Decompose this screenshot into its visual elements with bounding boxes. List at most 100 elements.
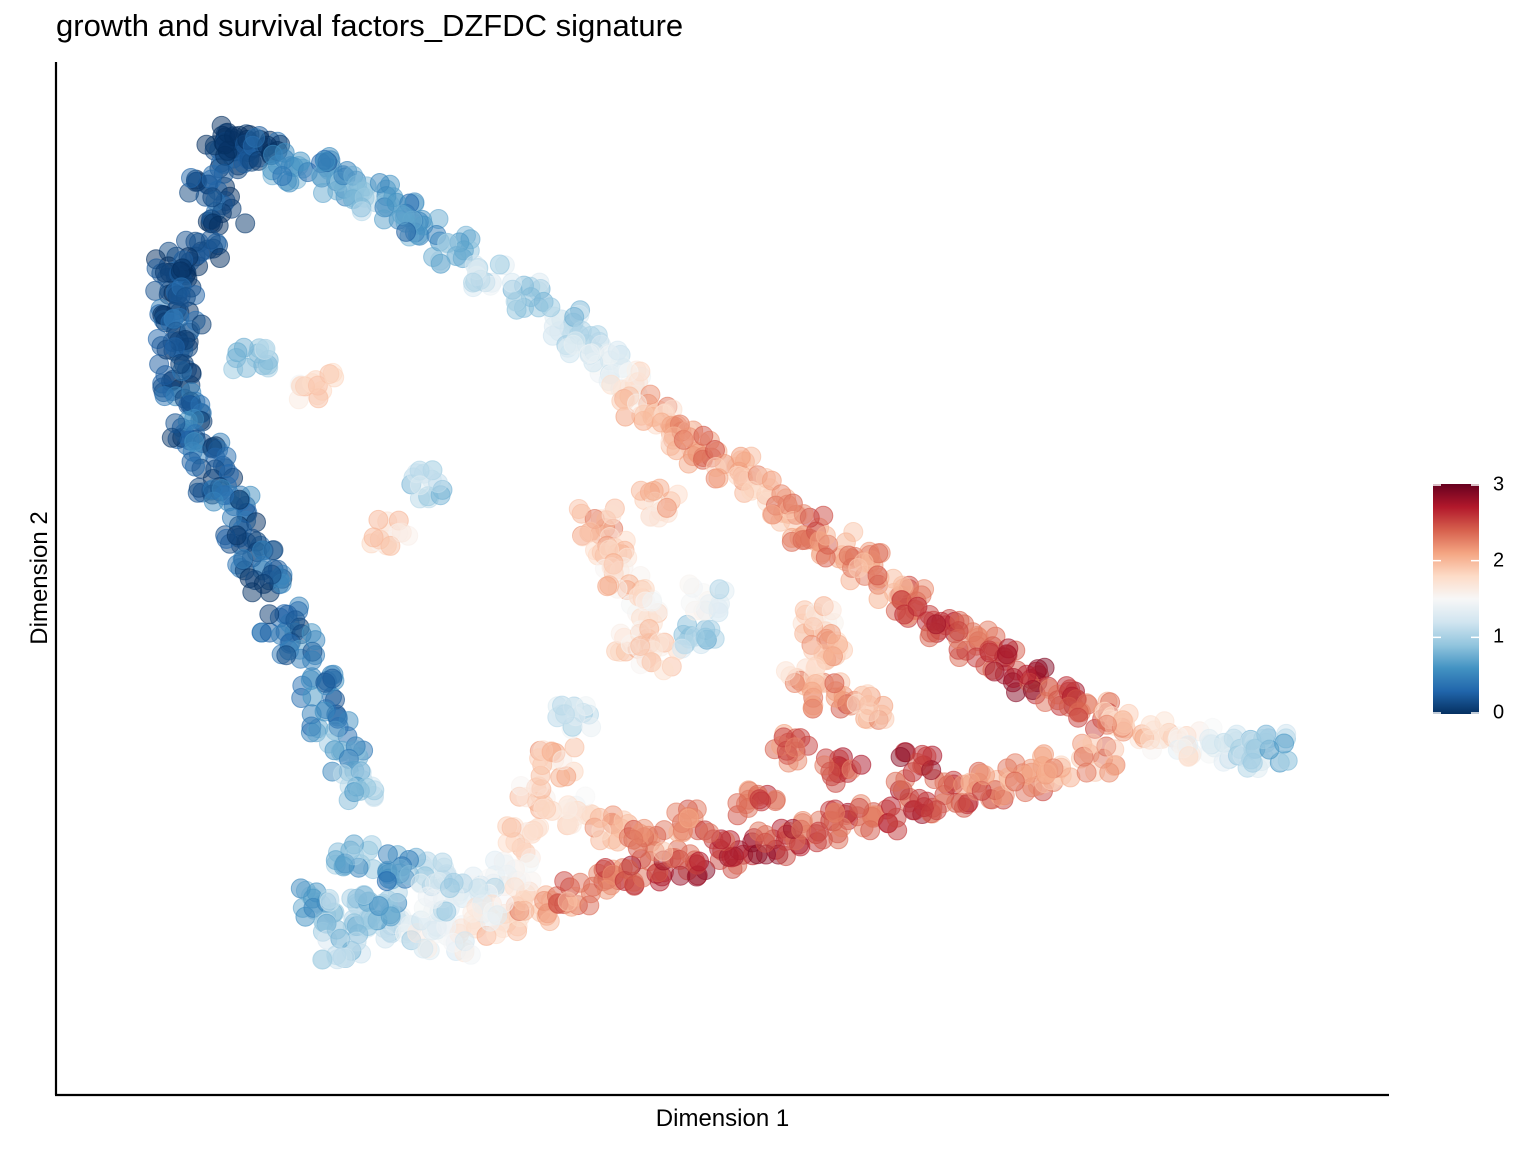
scatter-point [1242, 752, 1263, 773]
scatter-point [853, 552, 874, 573]
scatter-point [886, 807, 907, 828]
scatter-point [1140, 715, 1161, 736]
scatter-point [653, 841, 674, 862]
scatter-point [227, 342, 248, 363]
scatter-point [202, 187, 223, 208]
scatter-point [376, 871, 397, 892]
scatter-point [540, 297, 561, 318]
scatter-point [802, 697, 823, 718]
scatter-point [432, 852, 453, 873]
scatter-point [164, 337, 185, 358]
colorbar-tick-label: 0 [1493, 701, 1505, 724]
scatter-point [446, 246, 467, 267]
scatter-point [363, 527, 384, 548]
scatter-point [755, 832, 776, 853]
scatter-point [812, 829, 833, 850]
scatter-point [642, 591, 663, 612]
scatter-point [539, 911, 560, 932]
scatter-point [259, 604, 280, 625]
scatter-point [315, 151, 336, 172]
scatter-point [792, 530, 813, 551]
scatter-point [607, 340, 628, 361]
scatter-point [272, 166, 293, 186]
scatter-point [489, 254, 510, 275]
scatter-point [163, 308, 184, 329]
scatter-point [1036, 762, 1057, 783]
scatter-point [436, 901, 457, 922]
scatter-point [1099, 762, 1120, 783]
scatter-point [290, 151, 311, 172]
scatter-point [649, 632, 670, 653]
scatter-point [391, 522, 412, 543]
scatter-point [791, 819, 812, 840]
scatter-point [226, 525, 247, 546]
scatter-point [693, 425, 714, 446]
colorbar-tick-label: 3 [1493, 473, 1505, 496]
scatter-point [979, 640, 999, 661]
scatter-point [912, 744, 933, 765]
scatter-point [601, 505, 622, 526]
scatter-point [858, 695, 879, 715]
scatter-point [695, 627, 716, 648]
scatter-point [439, 878, 460, 898]
scatter-point [343, 165, 364, 186]
scatter-point [568, 499, 589, 519]
scatter-point [874, 709, 895, 729]
scatter-point [578, 344, 599, 365]
scatter-point [1082, 733, 1103, 754]
scatter-point [463, 272, 483, 293]
scatter-point [501, 817, 522, 838]
scatter-point [557, 799, 578, 820]
scatter-point [423, 247, 444, 267]
scatter-point [975, 765, 996, 786]
scatter-point [1178, 746, 1199, 767]
scatter-point [672, 638, 692, 659]
scatter-point [1016, 664, 1037, 685]
scatter-point [828, 634, 849, 655]
colorbar-tick-label: 2 [1493, 549, 1505, 572]
scatter-point [630, 636, 651, 656]
scatter-point [653, 660, 674, 681]
scatter-point [909, 788, 930, 809]
scatter-point [667, 484, 688, 505]
scatter-point [502, 272, 522, 293]
scatter-point [514, 900, 535, 921]
scatter-point [172, 258, 193, 279]
scatter-point [623, 829, 644, 850]
scatter-point [374, 209, 394, 230]
scatter-point [184, 432, 205, 452]
scatter-point [868, 589, 889, 609]
x-axis-label: Dimension 1 [655, 1105, 790, 1132]
scatter-point [181, 168, 201, 188]
scatter-point [368, 509, 389, 530]
scatter-point [815, 547, 836, 568]
scatter-point [630, 480, 651, 501]
scatter-point [154, 386, 175, 407]
scatter-point [255, 338, 276, 359]
scatter-point [351, 201, 372, 222]
scatter-point [550, 767, 571, 788]
scatter-point [1076, 762, 1097, 783]
scatter-point [820, 761, 841, 782]
scatter-point [462, 902, 483, 923]
scatter-point [775, 661, 796, 682]
scatter-point [305, 630, 326, 651]
scatter-point [824, 673, 845, 694]
scatter-point [849, 797, 870, 818]
scatter-point [589, 807, 610, 828]
scatter-point [495, 854, 516, 875]
colorbar-gradient [1433, 484, 1479, 714]
scatter-point [221, 507, 242, 528]
scatter-point [679, 574, 700, 595]
chart-title: growth and survival factors_DZFDC signat… [56, 8, 684, 43]
y-axis-label: Dimension 2 [26, 511, 53, 645]
scatter-point [1253, 729, 1274, 749]
colorbar-legend: 0 1 2 3 [1433, 474, 1523, 724]
scatter-point [885, 771, 906, 792]
scatter-point [564, 737, 585, 758]
scatter-point [678, 808, 699, 829]
scatter-point [261, 564, 282, 585]
scatter-point [894, 604, 915, 625]
scatter-point [210, 248, 230, 268]
